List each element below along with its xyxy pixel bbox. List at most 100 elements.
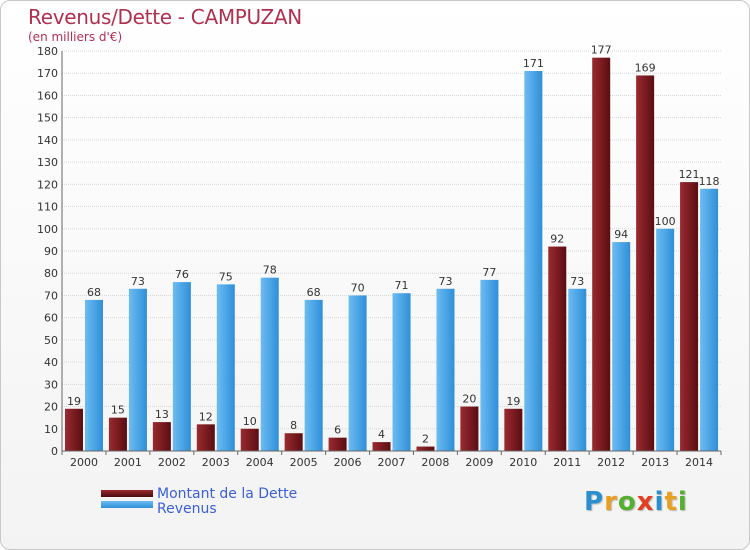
data-label: 4 [378, 428, 385, 441]
x-tick-label: 2002 [158, 456, 186, 469]
bar-revenus [480, 279, 499, 451]
bar-dette [548, 246, 567, 451]
y-tick-label: 90 [44, 245, 58, 258]
data-label: 171 [523, 57, 544, 70]
bar-revenus [392, 293, 411, 451]
data-label: 12 [199, 410, 213, 423]
bar-revenus [216, 284, 235, 451]
data-label: 13 [155, 408, 169, 421]
data-label: 77 [482, 266, 496, 279]
data-label: 76 [175, 268, 189, 281]
data-label: 73 [131, 275, 145, 288]
y-tick-label: 180 [37, 45, 58, 58]
y-tick-label: 80 [44, 267, 58, 280]
y-tick-label: 170 [37, 67, 58, 80]
x-tick-label: 2001 [114, 456, 142, 469]
bar-dette [196, 424, 215, 451]
y-tick-label: 120 [37, 178, 58, 191]
x-tick-label: 2010 [509, 456, 537, 469]
proxiti-logo: Proxiti [584, 487, 688, 517]
bar-revenus [172, 282, 191, 451]
data-label: 118 [699, 175, 720, 188]
logo-letter: x [636, 487, 655, 517]
y-tick-label: 160 [37, 89, 58, 102]
x-tick-label: 2003 [202, 456, 230, 469]
bar-revenus [612, 242, 631, 451]
bar-revenus [304, 299, 323, 451]
bar-revenus [128, 288, 147, 451]
logo-letter: P [584, 487, 605, 517]
data-label: 78 [263, 264, 277, 277]
data-label: 92 [550, 233, 564, 246]
x-tick-label: 2014 [685, 456, 713, 469]
data-label: 121 [679, 168, 700, 181]
data-label: 6 [334, 424, 341, 437]
bar-dette [240, 428, 259, 451]
bar-dette [636, 75, 655, 451]
bar-revenus [348, 295, 367, 451]
x-tick-label: 2005 [290, 456, 318, 469]
x-tick-label: 2006 [334, 456, 362, 469]
y-tick-label: 40 [44, 356, 58, 369]
bar-revenus [85, 299, 103, 451]
y-tick-label: 110 [37, 201, 58, 214]
y-tick-label: 140 [37, 134, 58, 147]
logo-letter: t [664, 487, 678, 517]
logo-letter: i [654, 487, 665, 517]
data-label: 70 [351, 281, 365, 294]
bar-revenus [656, 228, 675, 451]
logo-letter: i [677, 487, 688, 517]
y-tick-label: 100 [37, 223, 58, 236]
data-label: 10 [243, 415, 257, 428]
data-label: 71 [395, 279, 409, 292]
y-tick-label: 150 [37, 112, 58, 125]
legend-label-debt: Montant de la Dette [157, 486, 298, 502]
bar-dette [416, 446, 435, 451]
data-label: 169 [635, 61, 656, 74]
bar-dette [372, 442, 391, 451]
y-tick-label: 20 [44, 401, 58, 414]
x-tick-label: 2004 [246, 456, 274, 469]
data-label: 19 [506, 395, 520, 408]
chart-subtitle: (en milliers d'€) [28, 30, 123, 44]
bar-dette [460, 406, 479, 451]
data-label: 73 [570, 275, 584, 288]
data-label: 19 [67, 395, 81, 408]
data-label: 94 [614, 228, 628, 241]
y-tick-label: 50 [44, 334, 58, 347]
bar-dette [680, 182, 699, 451]
bar-revenus [568, 288, 587, 451]
bar-dette [592, 57, 611, 452]
bar-dette [108, 417, 127, 451]
x-tick-label: 2011 [553, 456, 581, 469]
bar-revenus [700, 188, 719, 451]
data-label: 68 [87, 286, 101, 299]
data-label: 15 [111, 404, 125, 417]
chart-title: Revenus/Dette - CAMPUZAN [28, 5, 302, 29]
bar-dette [328, 437, 347, 451]
data-label: 177 [591, 44, 612, 57]
y-tick-label: 10 [44, 423, 58, 436]
x-tick-label: 2012 [597, 456, 625, 469]
bar-dette [284, 433, 303, 451]
x-tick-label: 2013 [641, 456, 669, 469]
y-tick-label: 130 [37, 156, 58, 169]
bar-revenus [260, 277, 279, 451]
y-tick-label: 70 [44, 289, 58, 302]
bar-dette [504, 408, 523, 451]
bar-revenus [524, 71, 543, 451]
legend-label-revenus: Revenus [157, 501, 217, 517]
y-tick-label: 30 [44, 378, 58, 391]
bar-dette [65, 408, 83, 451]
x-tick-label: 2009 [465, 456, 493, 469]
data-label: 100 [655, 215, 676, 228]
bar-dette [152, 422, 171, 451]
data-label: 8 [290, 419, 297, 432]
legend-swatch-revenus [101, 501, 153, 508]
x-tick-label: 2000 [70, 456, 98, 469]
logo-letter: o [617, 487, 637, 517]
data-label: 20 [462, 393, 476, 406]
data-label: 68 [307, 286, 321, 299]
